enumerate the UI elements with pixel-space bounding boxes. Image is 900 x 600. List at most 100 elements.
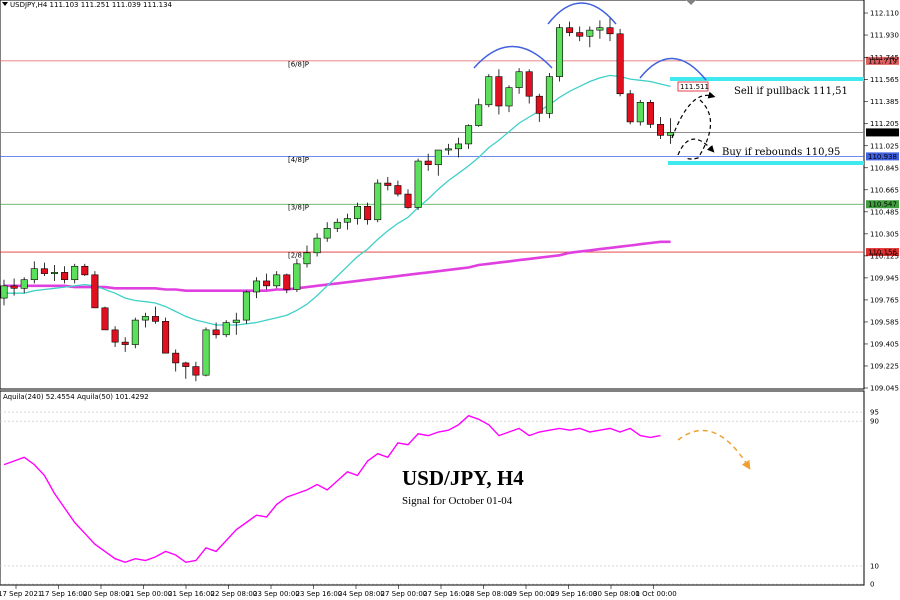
pivot-level-name: [3/8]P: [288, 204, 309, 212]
candle: [20, 277, 28, 294]
x-tick-label: 29 Sep 00:00: [508, 590, 555, 598]
candle: [626, 90, 634, 125]
candle: [273, 271, 281, 289]
x-tick-label: 17 Sep 16:00: [41, 590, 88, 598]
projection-arrow-down: [685, 99, 712, 160]
candle: [111, 326, 119, 348]
y-tick-label: 109.405: [870, 340, 899, 348]
pivot-level-name: [6/8]P: [288, 60, 309, 68]
candle: [414, 158, 422, 210]
y-tick-label: 111.745: [870, 54, 899, 62]
candle: [131, 317, 139, 349]
x-tick-label: 23 Sep 00:00: [253, 590, 300, 598]
candle: [222, 320, 230, 338]
price-level-tag-label: 111.134: [868, 129, 897, 137]
candle: [525, 69, 533, 104]
candle: [182, 361, 190, 379]
candle: [424, 153, 432, 171]
pattern-arc-left: [473, 45, 553, 69]
x-tick-label: 17 Sep 2021: [0, 590, 42, 598]
price-level-tag-label: 110.938: [868, 153, 897, 161]
candle: [545, 72, 553, 119]
candle: [475, 98, 483, 127]
price-level-tag: [866, 56, 899, 65]
candle: [505, 85, 513, 113]
projection-arrow-rebound: [677, 138, 715, 156]
y-tick-label: 109.765: [870, 296, 899, 304]
symbol-header: USDJPY,H4 111.103 111.251 111.039 111.13…: [10, 1, 173, 9]
x-tick-label: 28 Sep 08:00: [466, 590, 513, 598]
indicator-panel-frame: [0, 390, 865, 586]
main-panel-frame: [0, 0, 865, 390]
oscillator-tick-label: 90: [870, 418, 879, 426]
candle: [172, 349, 180, 372]
candle: [596, 20, 604, 39]
y-tick-label: 111.205: [870, 120, 899, 128]
candle: [465, 124, 473, 149]
y-tick-label: 110.485: [870, 208, 899, 216]
y-tick-label: 109.045: [870, 385, 899, 393]
candle: [101, 306, 109, 331]
scroll-marker-icon[interactable]: [686, 0, 696, 5]
buy-annotation: Buy if rebounds 110,95: [722, 147, 840, 158]
candle: [232, 312, 240, 335]
y-tick-label: 111.565: [870, 76, 899, 84]
y-tick-label: 110.665: [870, 186, 899, 194]
candle: [141, 312, 149, 328]
candle: [50, 265, 58, 281]
candle: [444, 143, 452, 155]
candle: [152, 306, 160, 324]
y-tick-label: 109.225: [870, 362, 899, 370]
candle: [656, 117, 664, 140]
x-tick-label: 24 Sep 08:00: [338, 590, 385, 598]
y-tick-label: 109.945: [870, 274, 899, 282]
x-tick-label: 30 Sep 08:00: [593, 590, 640, 598]
y-tick-label: 111.930: [870, 32, 899, 40]
symbol-dropdown-icon[interactable]: [2, 2, 8, 6]
sell-annotation: Sell if pullback 111,51: [734, 86, 848, 97]
candle: [515, 68, 523, 94]
candle: [30, 261, 38, 284]
price-level-tag-label: 110.156: [868, 249, 897, 257]
candle: [434, 149, 442, 176]
y-tick-label: 110.305: [870, 230, 899, 238]
candle: [61, 266, 69, 284]
candle: [283, 273, 291, 294]
x-tick-label: 27 Sep 00:00: [381, 590, 428, 598]
x-tick-label: 22 Sep 08:00: [211, 590, 258, 598]
candle: [353, 202, 361, 225]
candle: [384, 176, 392, 191]
candle: [485, 74, 493, 108]
x-tick-label: 29 Sep 16:00: [551, 590, 598, 598]
buy-zone-band: [668, 161, 864, 165]
candle: [293, 258, 301, 292]
candle: [242, 290, 250, 324]
candle: [576, 26, 584, 42]
candle: [253, 277, 261, 299]
oscillator-line: [3, 414, 661, 564]
projection-arrow-up: [671, 91, 716, 139]
oscillator-tick-label: 95: [870, 409, 879, 417]
candle: [394, 180, 402, 197]
pivot-level-name: [2/8]P: [288, 252, 309, 260]
candle: [40, 262, 48, 277]
ma-slow-line: [4, 240, 671, 292]
candle: [404, 189, 412, 209]
y-tick-label: 110.125: [870, 252, 899, 260]
candle: [616, 28, 624, 97]
candle: [10, 278, 18, 296]
candle: [91, 271, 99, 309]
y-tick-label: 110.845: [870, 164, 899, 172]
candle: [192, 361, 200, 382]
x-tick-label: 27 Sep 16:00: [423, 590, 470, 598]
x-tick-label: 21 Sep 00:00: [126, 590, 173, 598]
candle: [333, 218, 341, 233]
candle: [555, 24, 563, 82]
x-tick-label: 21 Sep 16:00: [168, 590, 215, 598]
price-level-tag-label: 111.719: [868, 57, 897, 65]
candle: [636, 99, 644, 126]
oscillator-forecast-arrow: [677, 429, 751, 470]
y-tick-label: 111.385: [870, 98, 899, 106]
candle: [535, 93, 543, 122]
